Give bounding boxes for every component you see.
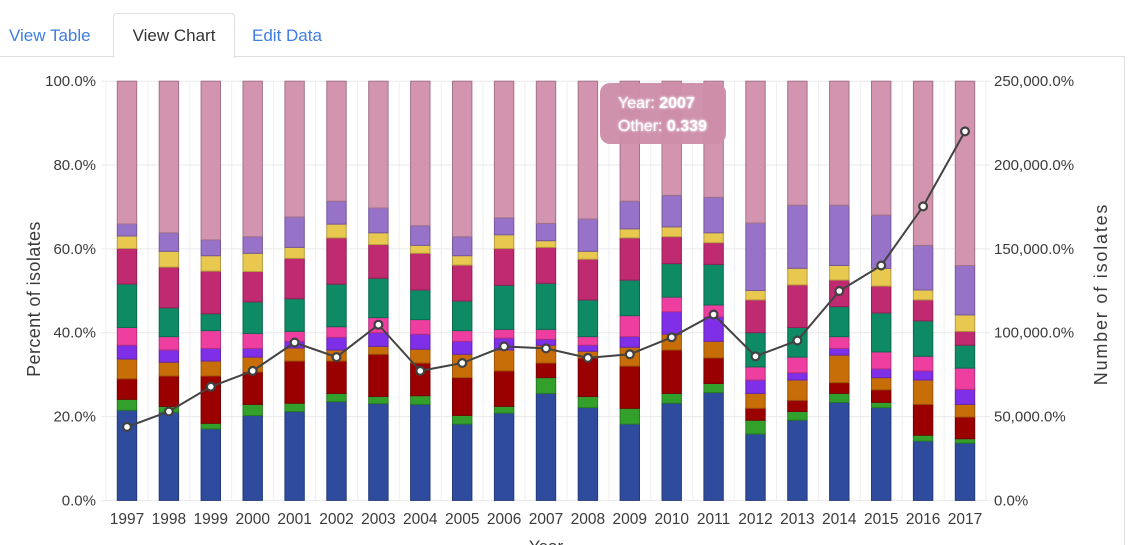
svg-text:2012: 2012: [738, 511, 772, 528]
svg-text:2014: 2014: [822, 511, 857, 528]
svg-text:150,000.0%: 150,000.0%: [994, 241, 1074, 258]
svg-text:0.0%: 0.0%: [62, 492, 96, 509]
svg-text:250,000.0%: 250,000.0%: [994, 73, 1074, 90]
svg-text:Number of isolates: Number of isolates: [1091, 203, 1111, 385]
svg-text:1998: 1998: [152, 511, 186, 528]
svg-text:40.0%: 40.0%: [53, 325, 96, 342]
svg-text:80.0%: 80.0%: [53, 157, 96, 174]
svg-text:1997: 1997: [110, 511, 144, 528]
svg-text:Year: Year: [529, 537, 564, 545]
svg-text:1999: 1999: [194, 511, 228, 528]
svg-text:20.0%: 20.0%: [53, 409, 96, 426]
svg-text:2007: 2007: [529, 511, 563, 528]
svg-text:2009: 2009: [613, 511, 647, 528]
svg-text:200,000.0%: 200,000.0%: [994, 157, 1074, 174]
svg-text:2000: 2000: [235, 511, 270, 528]
svg-text:2006: 2006: [487, 511, 521, 528]
svg-text:2013: 2013: [780, 511, 814, 528]
svg-text:2002: 2002: [319, 511, 353, 528]
svg-text:Percent of isolates: Percent of isolates: [24, 221, 44, 377]
svg-text:2011: 2011: [697, 511, 730, 528]
svg-text:2008: 2008: [571, 511, 605, 528]
svg-text:2003: 2003: [361, 511, 395, 528]
svg-text:2005: 2005: [445, 511, 479, 528]
svg-text:100.0%: 100.0%: [45, 73, 96, 90]
svg-text:0.0%: 0.0%: [994, 492, 1028, 509]
svg-text:100,000.0%: 100,000.0%: [994, 325, 1074, 342]
svg-text:2004: 2004: [403, 511, 438, 528]
svg-text:2016: 2016: [906, 511, 940, 528]
svg-text:2017: 2017: [948, 511, 982, 528]
svg-text:50,000.0%: 50,000.0%: [994, 409, 1066, 426]
svg-text:2001: 2001: [277, 511, 311, 528]
svg-text:2015: 2015: [864, 511, 898, 528]
svg-text:2010: 2010: [654, 511, 689, 528]
svg-text:60.0%: 60.0%: [53, 241, 96, 258]
